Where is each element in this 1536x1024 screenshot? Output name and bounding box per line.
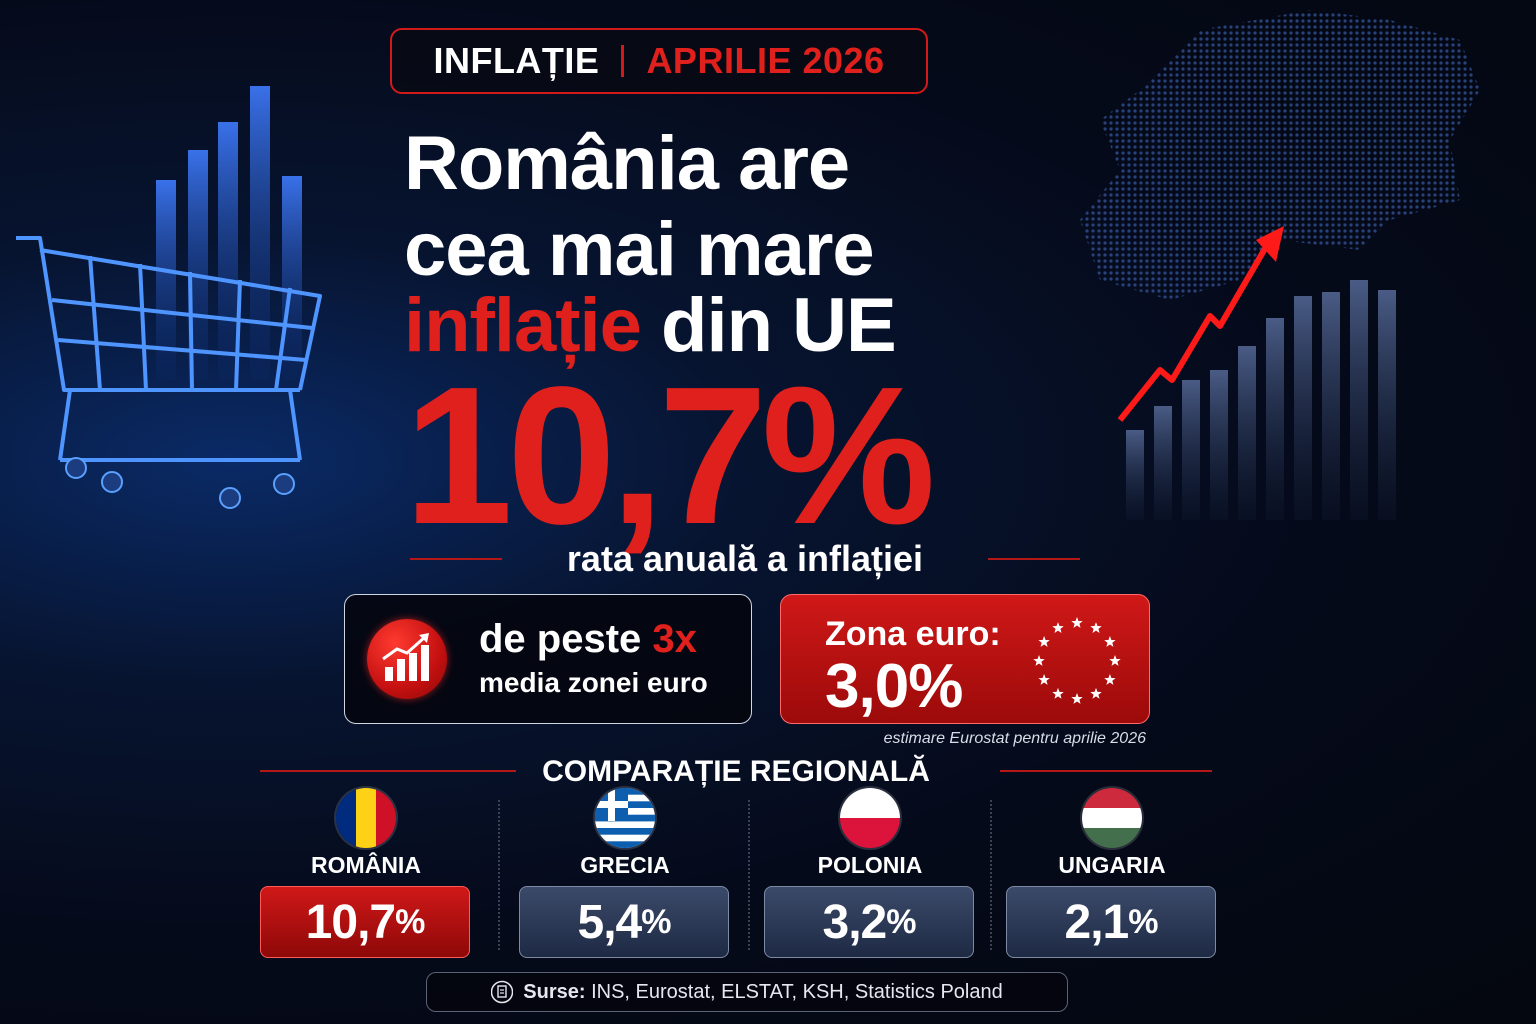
multiple-prefix: de peste (479, 617, 653, 661)
sources-text: Surse: INS, Eurostat, ELSTAT, KSH, Stati… (523, 981, 1002, 1004)
deco-bar (188, 150, 208, 380)
divider-line (1000, 770, 1212, 772)
headline-line-3: inflație din UE (404, 288, 897, 364)
eu-star (1038, 674, 1050, 685)
euro-zone-value: 3,0% (825, 652, 963, 721)
deco-bar (1266, 318, 1284, 520)
country-name: UNGARIA (1058, 852, 1166, 878)
regional-title: COMPARAȚIE REGIONALĂ (542, 755, 930, 788)
country-greece: GRECIA 5,4% (519, 788, 731, 960)
value-unit: % (1128, 902, 1158, 941)
hungary-flag-icon (1082, 788, 1142, 848)
value-unit: % (641, 902, 671, 941)
country-name: ROMÂNIA (311, 852, 421, 878)
country-inflation-value: 10,7% (260, 886, 470, 958)
country-inflation-value: 5,4% (519, 886, 729, 958)
deco-bar (282, 176, 302, 380)
europe-map-illustration (1080, 10, 1480, 520)
multiple-subtext: media zonei euro (479, 667, 708, 698)
rate-caption-row: rata anuală a inflației (410, 536, 1080, 582)
value-number: 2,1 (1064, 895, 1130, 949)
rate-caption: rata anuală a inflației (566, 538, 924, 579)
deco-bar (1210, 370, 1228, 520)
eu-star (1109, 655, 1121, 666)
eu-star (1052, 622, 1064, 633)
poland-flag-icon (840, 788, 900, 848)
divider-line (988, 558, 1080, 560)
column-divider (748, 800, 750, 950)
deco-bar (1238, 346, 1256, 520)
euro-zone-card: Zona euro: 3,0% (780, 594, 1150, 724)
main-inflation-rate: 10,7% (404, 346, 936, 565)
eu-stars-icon (1033, 617, 1121, 704)
document-icon (491, 980, 514, 1004)
headline-line-2: cea mai mare (404, 207, 875, 292)
value-number: 10,7 (305, 895, 396, 949)
deco-bar (1322, 292, 1340, 520)
regional-comparison-header: COMPARAȚIE REGIONALĂ (260, 752, 1212, 792)
value-unit: % (886, 902, 916, 941)
header-separator (621, 45, 625, 77)
deco-bar (250, 86, 270, 380)
eu-star (1104, 636, 1116, 647)
eu-star (1033, 655, 1045, 666)
deco-bar (156, 180, 176, 380)
eu-star (1090, 687, 1102, 699)
deco-bar (1126, 430, 1144, 520)
country-poland: POLONIA 3,2% (764, 788, 976, 960)
column-divider (498, 800, 500, 950)
country-name: POLONIA (817, 852, 923, 878)
header-topic: INFLAȚIE (433, 40, 600, 81)
value-number: 3,2 (822, 895, 888, 949)
eu-star (1071, 693, 1083, 704)
country-romania: ROMÂNIA 10,7% (260, 788, 472, 960)
column-divider (990, 800, 992, 950)
headline-highlight: inflație (404, 283, 642, 368)
sources-label: Surse: (523, 980, 586, 1003)
multiple-card: de peste 3x media zonei euro (344, 594, 752, 724)
euro-zone-label: Zona euro: (825, 615, 1001, 653)
country-inflation-value: 2,1% (1006, 886, 1216, 958)
eu-star (1104, 674, 1116, 685)
eu-star (1038, 636, 1050, 647)
value-unit: % (395, 902, 425, 941)
divider-line (260, 770, 516, 772)
rising-arrow-icon (1117, 226, 1284, 422)
deco-bar (1182, 380, 1200, 520)
deco-bar (1350, 280, 1368, 520)
multiple-highlight: 3x (652, 617, 697, 661)
divider-line (410, 558, 502, 560)
country-hungary: UNGARIA 2,1% (1006, 788, 1218, 960)
sources-list: INS, Eurostat, ELSTAT, KSH, Statistics P… (585, 980, 1003, 1003)
eu-star (1071, 617, 1083, 628)
country-name: GRECIA (580, 852, 670, 878)
headline-line-1: România are (404, 121, 850, 206)
deco-bar (1294, 296, 1312, 520)
eu-star (1090, 622, 1102, 633)
cart-icon (16, 236, 322, 462)
greece-flag-icon (595, 788, 655, 848)
sources-pill: Surse: INS, Eurostat, ELSTAT, KSH, Stati… (426, 972, 1068, 1012)
romania-flag-icon (336, 788, 396, 848)
headline-rest: din UE (640, 283, 897, 368)
header-pill: INFLAȚIE APRILIE 2026 (390, 28, 928, 94)
header-period: APRILIE 2026 (646, 40, 885, 81)
deco-bar (218, 122, 238, 380)
deco-bar (1154, 406, 1172, 520)
eu-star (1052, 687, 1064, 699)
multiple-headline: de peste 3x (479, 617, 697, 662)
shopping-cart-illustration (16, 86, 322, 509)
country-inflation-value: 3,2% (764, 886, 974, 958)
estimate-note: estimare Eurostat pentru aprilie 2026 (883, 730, 1146, 747)
deco-bar (1378, 290, 1396, 520)
growth-chart-icon (367, 619, 447, 699)
value-number: 5,4 (577, 895, 643, 949)
